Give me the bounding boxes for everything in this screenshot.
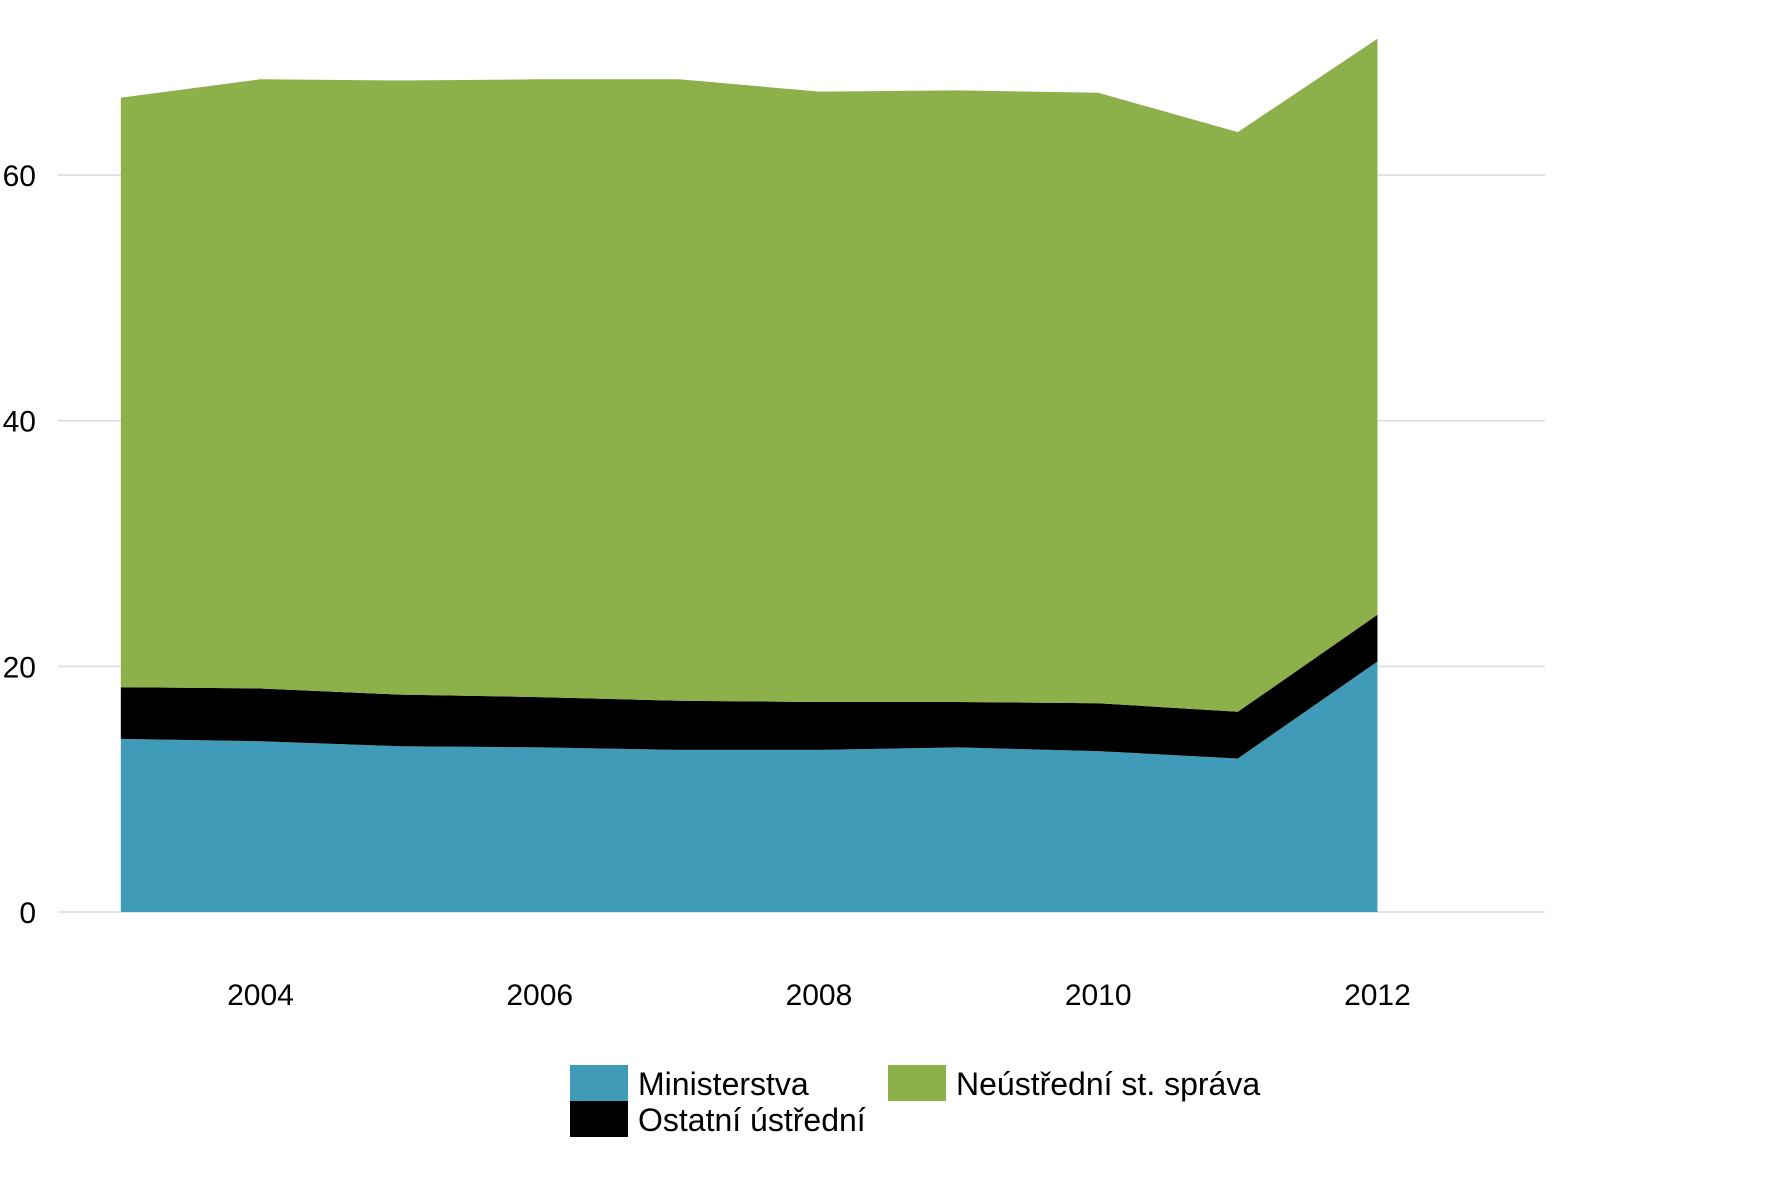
legend-swatch-ostatni-ustredni <box>570 1101 628 1137</box>
plot-areas <box>120 38 1378 912</box>
area-ostatni-ustredni <box>120 614 1378 759</box>
legend-label-ostatni-ustredni: Ostatní ústřední <box>638 1102 866 1138</box>
legend-swatch-neustredni-st-sprava <box>888 1065 946 1101</box>
x-tick-label: 2006 <box>506 979 573 1012</box>
legend-label-neustredni-st-sprava: Neústřední st. správa <box>956 1066 1260 1102</box>
area-neustredni-st-sprava <box>120 38 1378 712</box>
x-tick-label: 2008 <box>786 979 853 1012</box>
y-axis: 0 20 40 60 <box>3 160 36 930</box>
legend-label-ministerstva: Ministerstva <box>638 1066 809 1102</box>
x-axis: 2004 2006 2008 2010 2012 <box>227 979 1411 1012</box>
x-tick-label: 2004 <box>227 979 294 1012</box>
x-tick-label: 2010 <box>1065 979 1132 1012</box>
y-tick-label: 60 <box>3 160 36 193</box>
legend: Ministerstva Neústřední st. správa Ostatní… <box>570 1065 1260 1138</box>
legend-swatch-ministerstva <box>570 1065 628 1101</box>
y-tick-label: 20 <box>3 651 36 684</box>
area-ministerstva <box>120 661 1378 912</box>
y-tick-label: 40 <box>3 406 36 439</box>
y-tick-label: 0 <box>19 897 36 930</box>
x-tick-label: 2012 <box>1344 979 1411 1012</box>
